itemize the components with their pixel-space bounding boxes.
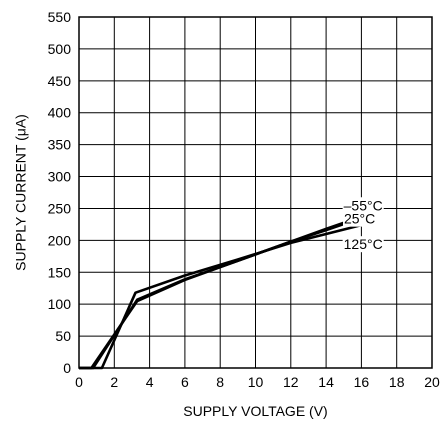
series-line-0 (79, 213, 368, 370)
series-label-background (342, 197, 384, 214)
x-tick-label: 10 (248, 374, 264, 390)
x-tick-label: 8 (216, 374, 224, 390)
y-tick-label: 150 (48, 264, 72, 280)
x-tick-label: 16 (354, 374, 370, 390)
x-tick-label: 4 (146, 374, 154, 390)
series-label-125: 125°C (344, 236, 383, 252)
y-tick-label: 550 (48, 9, 72, 25)
x-tick-label: 18 (389, 374, 405, 390)
y-tick-label: 300 (48, 169, 72, 185)
x-tick-label: 0 (75, 374, 83, 390)
x-tick-label: 2 (110, 374, 118, 390)
y-tick-label: 100 (48, 296, 72, 312)
y-tick-label: 0 (63, 360, 71, 376)
plot-frame (78, 16, 433, 369)
y-tick-label: 200 (48, 232, 72, 248)
y-tick-label: 350 (48, 137, 72, 153)
y-tick-label: 450 (48, 73, 72, 89)
x-tick-label: 12 (283, 374, 299, 390)
x-axis-ticks: 0 2 4 6 8 10 12 14 16 18 20 (75, 374, 440, 390)
y-tick-label: 50 (55, 328, 71, 344)
y-tick-label: 500 (48, 41, 72, 57)
x-tick-label: 20 (424, 374, 440, 390)
series-line-2 (79, 222, 368, 370)
y-tick-label: 400 (48, 105, 72, 121)
x-tick-label: 14 (318, 374, 334, 390)
y-axis-ticks: 0 50 100 150 200 250 300 350 400 450 500 550 (48, 9, 72, 376)
grid (79, 17, 432, 368)
series-lines (79, 213, 368, 370)
y-axis-title: SUPPLY CURRENT (μA) (13, 114, 29, 271)
x-axis-title: SUPPLY VOLTAGE (V) (183, 403, 327, 419)
series-label-minus55: –55°C (344, 197, 383, 213)
series-labels: –55°C 25°C 125°C (342, 197, 384, 253)
series-label-background (342, 210, 377, 227)
x-tick-label: 6 (181, 374, 189, 390)
series-label-background (342, 236, 384, 253)
series-label-25: 25°C (344, 211, 375, 227)
series-line-1 (79, 214, 368, 370)
y-tick-label: 250 (48, 200, 72, 216)
